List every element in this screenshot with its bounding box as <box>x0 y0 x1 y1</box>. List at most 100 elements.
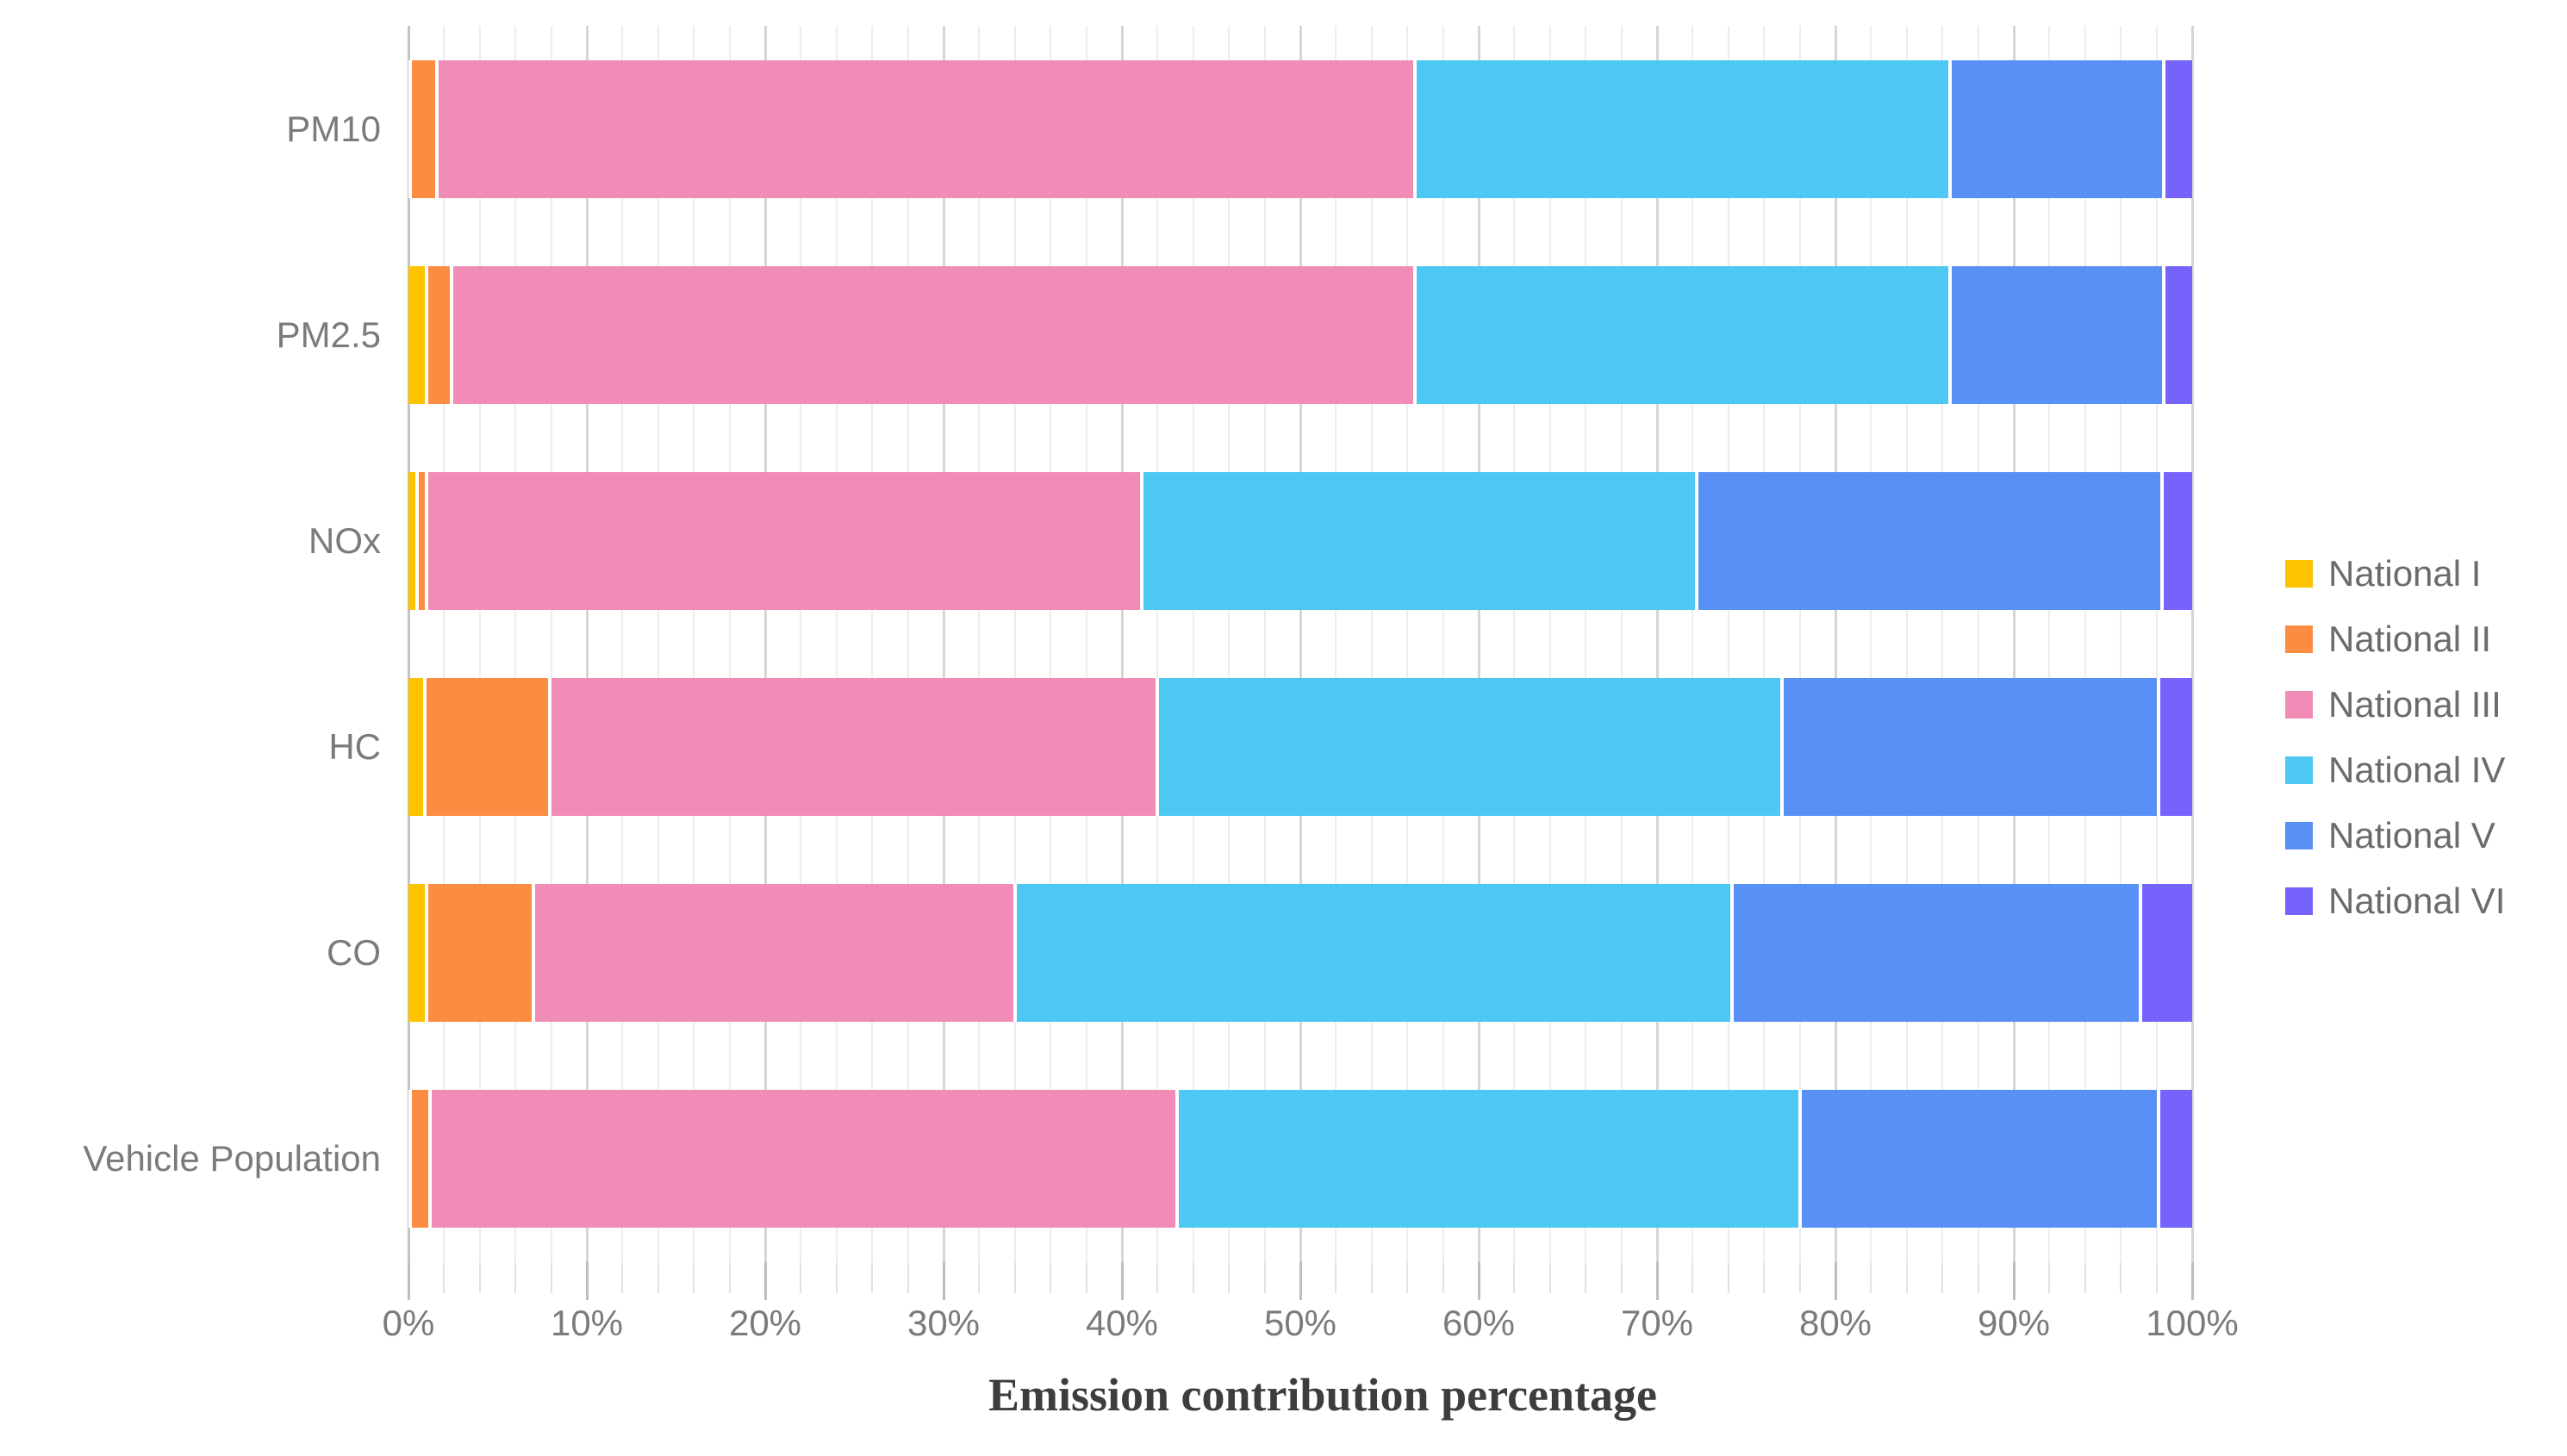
minor-gridline <box>871 26 874 1262</box>
bar-segment <box>1159 677 1784 816</box>
stacked-bar <box>408 677 2192 816</box>
stacked-bar <box>408 265 2192 404</box>
bar-segment <box>408 883 428 1022</box>
plot-area: PM10 PM2.5 NOx HC CO Vehicle Population <box>83 26 2194 1262</box>
minor-gridline <box>1156 26 1159 1262</box>
minor-gridline <box>728 26 731 1262</box>
legend-item: National III <box>2285 684 2505 725</box>
bar-segment <box>1951 265 2165 404</box>
x-tick-label: 30% <box>907 1303 981 1343</box>
minor-tick <box>1156 1262 1159 1293</box>
minor-tick <box>478 1262 481 1293</box>
major-tick <box>2191 1262 2194 1300</box>
minor-tick <box>1050 1262 1052 1293</box>
minor-tick <box>1870 1262 1872 1293</box>
minor-gridline <box>1692 26 1694 1262</box>
bar-segment <box>427 883 535 1022</box>
minor-tick <box>657 1262 659 1293</box>
bar-segment <box>1698 471 2164 610</box>
minor-tick <box>1620 1262 1623 1293</box>
minor-gridline <box>1263 26 1266 1262</box>
legend-item: National VI <box>2285 880 2505 922</box>
bar-segment <box>1416 59 1952 198</box>
major-gridline <box>1835 26 1837 1262</box>
minor-gridline <box>1085 26 1087 1262</box>
minor-tick <box>1585 1262 1587 1293</box>
bar-segment <box>2165 59 2192 198</box>
bar-segment <box>2165 265 2192 404</box>
minor-tick <box>1977 1262 1979 1293</box>
bar-segment <box>408 677 427 816</box>
legend-swatch-icon <box>2285 887 2313 915</box>
major-gridline <box>586 26 589 1262</box>
bar-segment <box>412 59 439 198</box>
major-gridline <box>2191 26 2194 1262</box>
legend-item: National IV <box>2285 750 2505 791</box>
legend-swatch-icon <box>2285 625 2313 653</box>
x-axis-title: Emission contribution percentage <box>988 1369 1657 1421</box>
minor-gridline <box>1335 26 1337 1262</box>
minor-gridline <box>1585 26 1587 1262</box>
legend-swatch-icon <box>2285 560 2313 588</box>
bar-row: HC <box>328 644 2192 849</box>
bar-segment <box>408 471 420 610</box>
stacked-bar <box>408 883 2192 1022</box>
minor-gridline <box>693 26 695 1262</box>
major-gridline <box>943 26 945 1262</box>
minor-tick <box>835 1262 838 1293</box>
legend-label: National V <box>2328 815 2495 856</box>
minor-tick <box>1513 1262 1516 1293</box>
stacked-bar <box>408 1090 2192 1229</box>
bar-segment <box>1143 471 1698 610</box>
minor-tick <box>978 1262 981 1293</box>
minor-gridline <box>835 26 838 1262</box>
minor-tick <box>514 1262 517 1293</box>
minor-tick <box>693 1262 695 1293</box>
bar-row: PM2.5 <box>277 232 2192 438</box>
legend-label: National III <box>2328 684 2502 725</box>
minor-tick <box>550 1262 552 1293</box>
minor-gridline <box>1013 26 1016 1262</box>
minor-gridline <box>514 26 517 1262</box>
bar-segment <box>427 471 1143 610</box>
minor-gridline <box>1370 26 1373 1262</box>
legend-item: National V <box>2285 815 2505 856</box>
minor-gridline <box>1727 26 1729 1262</box>
y-category-label: PM2.5 <box>276 314 381 355</box>
x-tick-label: 10% <box>550 1303 624 1343</box>
major-tick <box>2013 1262 2016 1300</box>
y-category-label: HC <box>328 725 381 767</box>
bar-segment <box>1416 265 1952 404</box>
minor-tick <box>2048 1262 2051 1293</box>
bar-segment <box>419 471 428 610</box>
minor-tick <box>728 1262 731 1293</box>
minor-gridline <box>1798 26 1801 1262</box>
bar-segment <box>408 265 428 404</box>
bar-segment <box>2163 471 2192 610</box>
bar-segment <box>534 883 1017 1022</box>
y-category-label: CO <box>327 931 381 973</box>
y-category-label: Vehicle Population <box>83 1138 381 1179</box>
major-tick <box>1121 1262 1124 1300</box>
minor-tick <box>2120 1262 2122 1293</box>
bar-segment <box>408 59 413 198</box>
bar-segment <box>2141 883 2192 1022</box>
minor-gridline <box>1442 26 1444 1262</box>
minor-gridline <box>1192 26 1194 1262</box>
minor-gridline <box>443 26 445 1262</box>
bar-segment <box>431 1090 1180 1229</box>
bar-segment <box>1801 1090 2160 1229</box>
major-tick <box>1478 1262 1480 1300</box>
x-tick-label: 0% <box>382 1303 435 1343</box>
minor-gridline <box>1620 26 1623 1262</box>
major-gridline <box>1478 26 1480 1262</box>
minor-tick <box>2155 1262 2158 1293</box>
minor-tick <box>1263 1262 1266 1293</box>
bar-segment <box>439 59 1417 198</box>
minor-gridline <box>478 26 481 1262</box>
minor-tick <box>871 1262 874 1293</box>
minor-gridline <box>1977 26 1979 1262</box>
bar-segment <box>1179 1090 1802 1229</box>
minor-gridline <box>800 26 802 1262</box>
bar-segment <box>452 265 1417 404</box>
